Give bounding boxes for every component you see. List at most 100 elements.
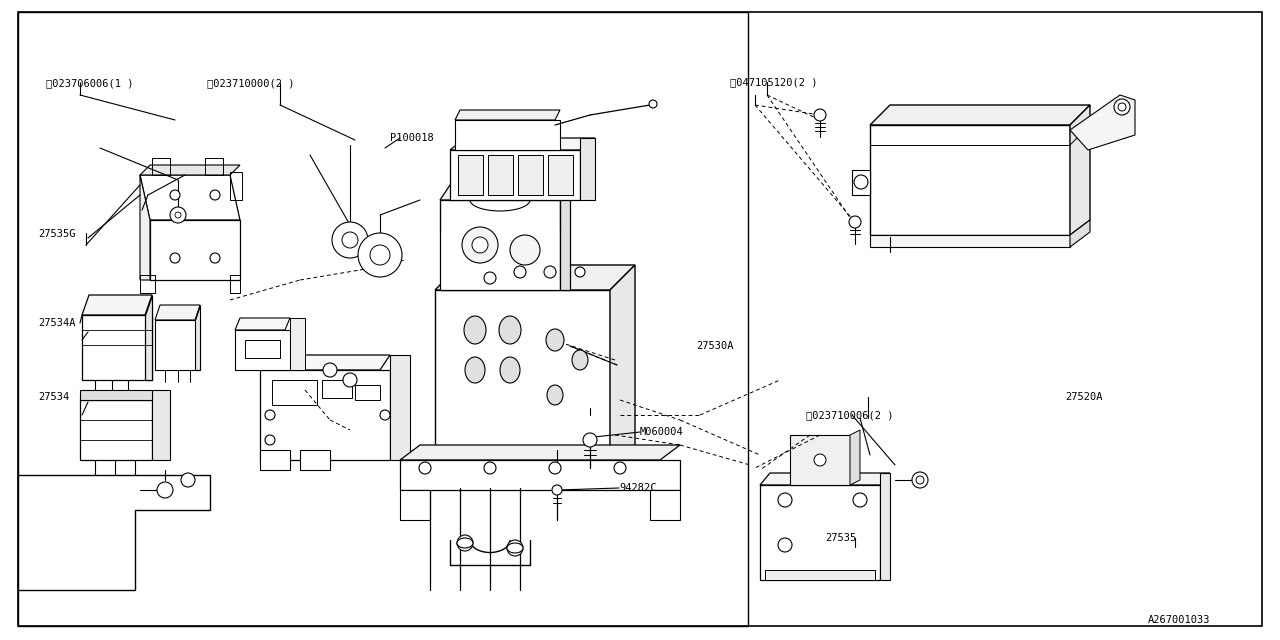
Bar <box>230 172 242 200</box>
Text: A267001033: A267001033 <box>1147 615 1210 625</box>
Text: 27530A: 27530A <box>696 340 733 351</box>
Polygon shape <box>236 318 291 330</box>
Polygon shape <box>650 490 680 520</box>
Polygon shape <box>399 445 680 460</box>
Polygon shape <box>1070 95 1135 150</box>
Polygon shape <box>488 155 513 195</box>
Polygon shape <box>454 110 561 120</box>
Polygon shape <box>155 320 200 370</box>
Circle shape <box>575 267 585 277</box>
Circle shape <box>778 538 792 552</box>
Polygon shape <box>518 155 543 195</box>
Circle shape <box>814 454 826 466</box>
Circle shape <box>911 472 928 488</box>
Ellipse shape <box>547 385 563 405</box>
Circle shape <box>544 266 556 278</box>
Polygon shape <box>140 175 241 220</box>
Circle shape <box>1117 103 1126 111</box>
Ellipse shape <box>465 316 486 344</box>
Circle shape <box>342 232 358 248</box>
Circle shape <box>265 435 275 445</box>
Circle shape <box>549 462 561 474</box>
Circle shape <box>380 410 390 420</box>
Polygon shape <box>440 185 570 200</box>
Circle shape <box>175 212 180 218</box>
Polygon shape <box>881 473 890 580</box>
Polygon shape <box>195 305 200 370</box>
Circle shape <box>849 216 861 228</box>
Circle shape <box>778 493 792 507</box>
Circle shape <box>507 540 524 556</box>
Bar <box>323 380 352 398</box>
Polygon shape <box>145 295 152 380</box>
Ellipse shape <box>499 316 521 344</box>
Polygon shape <box>440 200 561 290</box>
Polygon shape <box>390 355 410 460</box>
Polygon shape <box>1070 220 1091 247</box>
Bar <box>230 275 241 293</box>
Circle shape <box>370 245 390 265</box>
Polygon shape <box>152 390 170 460</box>
Polygon shape <box>870 235 1070 247</box>
Polygon shape <box>561 185 570 290</box>
Bar <box>140 275 155 293</box>
Text: ⓝ023710000(2 ): ⓝ023710000(2 ) <box>207 78 294 88</box>
Text: ⓝ047105120(2 ): ⓝ047105120(2 ) <box>730 77 817 87</box>
Polygon shape <box>458 155 483 195</box>
Text: P100018: P100018 <box>390 132 434 143</box>
Polygon shape <box>236 330 291 370</box>
Circle shape <box>170 190 180 200</box>
Polygon shape <box>611 265 635 460</box>
Polygon shape <box>435 265 635 290</box>
Polygon shape <box>451 138 595 150</box>
Polygon shape <box>300 450 330 470</box>
Circle shape <box>552 485 562 495</box>
Circle shape <box>1114 99 1130 115</box>
Ellipse shape <box>507 543 524 553</box>
Polygon shape <box>82 295 152 315</box>
Polygon shape <box>140 175 150 280</box>
Polygon shape <box>18 475 210 590</box>
Circle shape <box>180 473 195 487</box>
Polygon shape <box>155 305 200 320</box>
Text: 27535: 27535 <box>826 532 856 543</box>
Polygon shape <box>760 485 881 580</box>
Polygon shape <box>790 435 850 485</box>
Circle shape <box>916 476 924 484</box>
Text: ⓝ023710006(2 ): ⓝ023710006(2 ) <box>806 410 893 420</box>
Bar <box>152 158 170 175</box>
Circle shape <box>170 253 180 263</box>
Polygon shape <box>870 105 1091 125</box>
Text: 27535G: 27535G <box>38 228 76 239</box>
Circle shape <box>210 190 220 200</box>
Polygon shape <box>399 460 680 490</box>
Circle shape <box>210 253 220 263</box>
Circle shape <box>358 233 402 277</box>
Circle shape <box>323 363 337 377</box>
Text: 27534: 27534 <box>38 392 69 402</box>
Polygon shape <box>399 490 430 520</box>
Polygon shape <box>79 390 152 400</box>
Text: 27534A: 27534A <box>38 318 76 328</box>
Bar <box>273 380 317 405</box>
Ellipse shape <box>547 329 564 351</box>
Circle shape <box>343 373 357 387</box>
Polygon shape <box>760 473 890 485</box>
Circle shape <box>614 462 626 474</box>
Ellipse shape <box>465 357 485 383</box>
Polygon shape <box>548 155 573 195</box>
Polygon shape <box>852 170 870 195</box>
Circle shape <box>170 207 186 223</box>
Circle shape <box>472 237 488 253</box>
Circle shape <box>265 410 275 420</box>
Circle shape <box>515 266 526 278</box>
Circle shape <box>157 482 173 498</box>
Polygon shape <box>580 138 595 200</box>
Polygon shape <box>260 370 390 460</box>
Circle shape <box>854 175 868 189</box>
Text: ⓝ023706006(1 ): ⓝ023706006(1 ) <box>46 78 133 88</box>
Polygon shape <box>260 355 390 370</box>
Circle shape <box>582 433 596 447</box>
Polygon shape <box>150 220 241 280</box>
Polygon shape <box>435 290 611 460</box>
